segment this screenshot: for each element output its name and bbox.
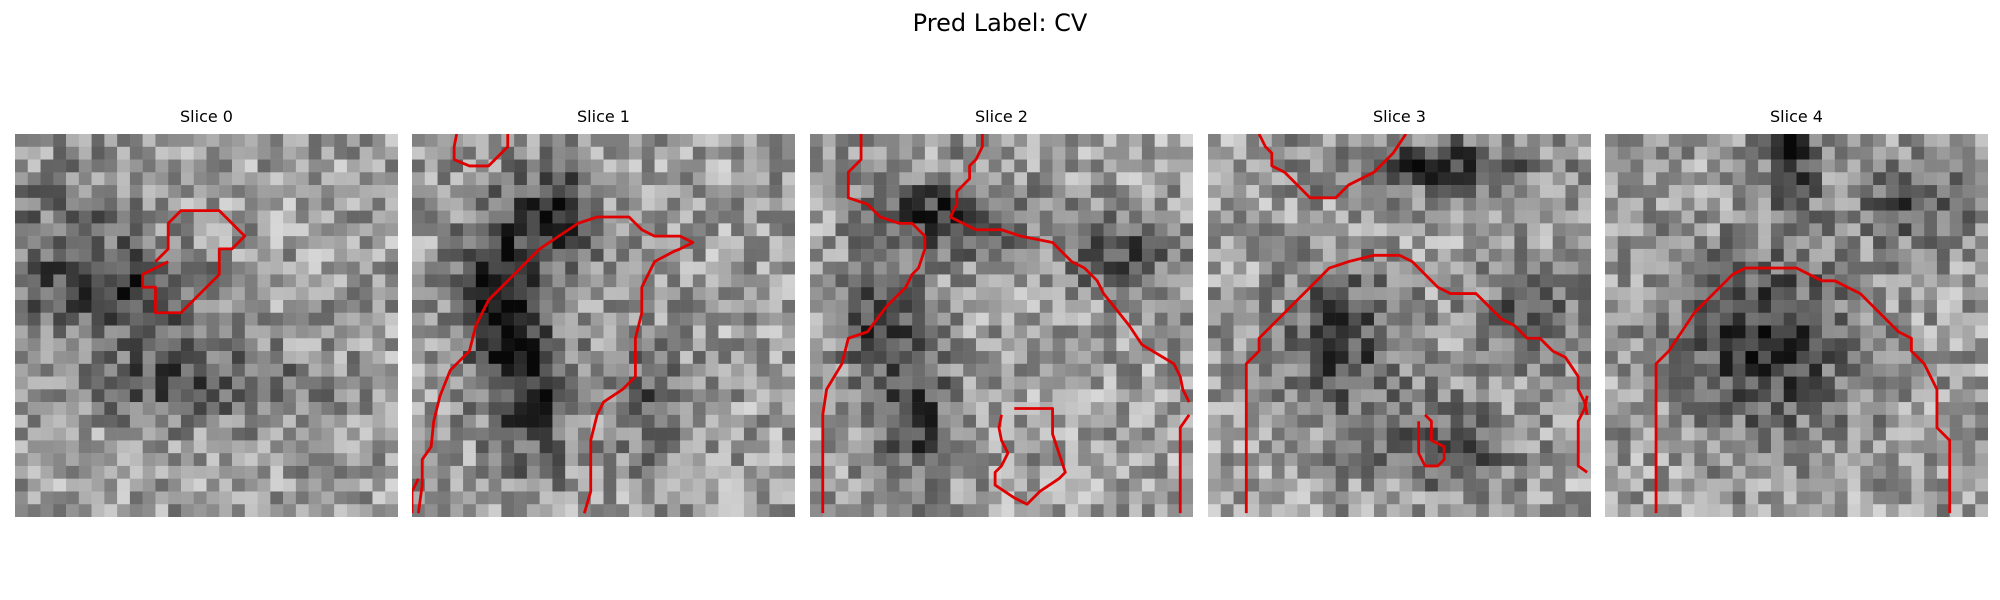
segmentation-contour: [412, 478, 420, 514]
slice-panel-1: Slice 1: [412, 107, 795, 517]
grayscale-pixel-texture: [1208, 134, 1591, 517]
segmentation-contour: [1257, 134, 1408, 200]
slice-panel-2: Slice 2: [810, 107, 1193, 517]
segmentation-contour: [1244, 253, 1589, 514]
slice-title-3: Slice 3: [1373, 107, 1426, 126]
slice-image-1: [412, 134, 795, 517]
slice-title-4: Slice 4: [1770, 107, 1823, 126]
segmentation-contour: [1654, 266, 1952, 514]
segmentation-contour: [1417, 413, 1446, 468]
figure-title: Pred Label: CV: [912, 9, 1088, 37]
grayscale-pixel-texture: [810, 134, 1193, 517]
segmentation-contour: [949, 134, 1191, 403]
slice-image-2: [810, 134, 1193, 517]
segmentation-contour: [1576, 395, 1589, 474]
slice-image-0: [15, 134, 398, 517]
slice-panel-4: Slice 4: [1605, 107, 1988, 517]
slice-panel-0: Slice 0: [15, 107, 398, 517]
grayscale-pixel-texture: [1605, 134, 1988, 517]
segmentation-contour: [452, 134, 510, 168]
segmentation-contour: [821, 134, 927, 514]
segmentation-contour: [416, 215, 695, 514]
slice-panel-3: Slice 3: [1208, 107, 1591, 517]
slice-title-1: Slice 1: [577, 107, 630, 126]
slice-title-0: Slice 0: [180, 107, 233, 126]
slice-title-2: Slice 2: [975, 107, 1028, 126]
grayscale-pixel-texture: [15, 134, 398, 517]
segmentation-contour: [993, 407, 1067, 506]
slice-image-4: [1605, 134, 1988, 517]
segmentation-contour: [141, 209, 247, 315]
segmentation-contour: [1178, 414, 1191, 514]
grayscale-pixel-texture: [412, 134, 795, 517]
slice-image-3: [1208, 134, 1591, 517]
